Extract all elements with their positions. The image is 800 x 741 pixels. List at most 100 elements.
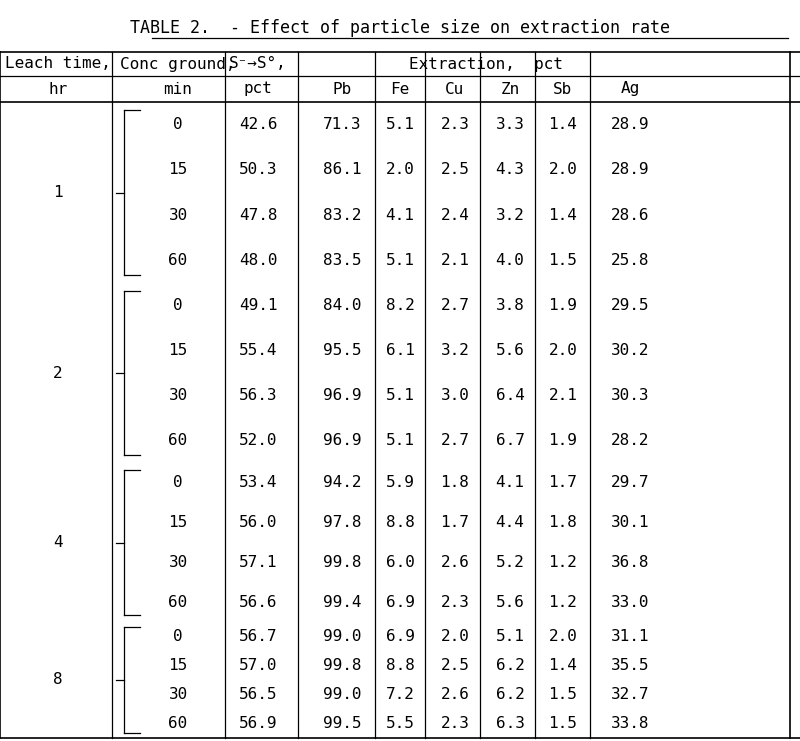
Text: 2.0: 2.0	[549, 629, 578, 644]
Text: 29.5: 29.5	[610, 298, 650, 313]
Text: 36.8: 36.8	[610, 555, 650, 570]
Text: 97.8: 97.8	[322, 515, 362, 530]
Text: 5.1: 5.1	[495, 629, 525, 644]
Text: 56.7: 56.7	[238, 629, 278, 644]
Text: 3.8: 3.8	[495, 298, 525, 313]
Text: 2.7: 2.7	[441, 433, 470, 448]
Text: 2: 2	[53, 365, 63, 380]
Text: 32.7: 32.7	[610, 687, 650, 702]
Text: 2.1: 2.1	[441, 253, 470, 268]
Text: 5.1: 5.1	[386, 253, 414, 268]
Text: 5.1: 5.1	[386, 388, 414, 403]
Text: 1.4: 1.4	[549, 117, 578, 132]
Text: 84.0: 84.0	[322, 298, 362, 313]
Text: 1.8: 1.8	[549, 515, 578, 530]
Text: 1.5: 1.5	[549, 716, 578, 731]
Text: 4.1: 4.1	[386, 207, 414, 222]
Text: 30: 30	[168, 555, 188, 570]
Text: 1.8: 1.8	[441, 476, 470, 491]
Text: 29.7: 29.7	[610, 476, 650, 491]
Text: Cu: Cu	[446, 82, 465, 96]
Text: 1.9: 1.9	[549, 298, 578, 313]
Text: 0: 0	[173, 298, 183, 313]
Text: 1.4: 1.4	[549, 658, 578, 673]
Text: 35.5: 35.5	[610, 658, 650, 673]
Text: 6.3: 6.3	[495, 716, 525, 731]
Text: 5.6: 5.6	[495, 594, 525, 610]
Text: 57.1: 57.1	[238, 555, 278, 570]
Text: Leach time,: Leach time,	[5, 56, 111, 71]
Text: 6.4: 6.4	[495, 388, 525, 403]
Text: 5.5: 5.5	[386, 716, 414, 731]
Text: 6.9: 6.9	[386, 594, 414, 610]
Text: 56.6: 56.6	[238, 594, 278, 610]
Text: 57.0: 57.0	[238, 658, 278, 673]
Text: 2.5: 2.5	[441, 162, 470, 177]
Text: pct: pct	[243, 82, 273, 96]
Text: 6.2: 6.2	[495, 687, 525, 702]
Text: 6.7: 6.7	[495, 433, 525, 448]
Text: 2.3: 2.3	[441, 117, 470, 132]
Text: 2.0: 2.0	[549, 343, 578, 358]
Text: 60: 60	[168, 253, 188, 268]
Text: 4.3: 4.3	[495, 162, 525, 177]
Text: 83.5: 83.5	[322, 253, 362, 268]
Text: 56.9: 56.9	[238, 716, 278, 731]
Text: 1.2: 1.2	[549, 555, 578, 570]
Text: 4: 4	[53, 535, 63, 550]
Text: 52.0: 52.0	[238, 433, 278, 448]
Text: 5.9: 5.9	[386, 476, 414, 491]
Text: 99.8: 99.8	[322, 658, 362, 673]
Text: 99.0: 99.0	[322, 687, 362, 702]
Text: 1.5: 1.5	[549, 253, 578, 268]
Text: 0: 0	[173, 629, 183, 644]
Text: 2.0: 2.0	[441, 629, 470, 644]
Text: 1: 1	[53, 185, 63, 200]
Text: Ag: Ag	[620, 82, 640, 96]
Text: 2.1: 2.1	[549, 388, 578, 403]
Text: Conc ground,: Conc ground,	[120, 56, 236, 71]
Text: 94.2: 94.2	[322, 476, 362, 491]
Text: 3.3: 3.3	[495, 117, 525, 132]
Text: 56.3: 56.3	[238, 388, 278, 403]
Text: 3.2: 3.2	[441, 343, 470, 358]
Text: 33.0: 33.0	[610, 594, 650, 610]
Text: 2.0: 2.0	[386, 162, 414, 177]
Text: 4.1: 4.1	[495, 476, 525, 491]
Text: min: min	[163, 82, 193, 96]
Text: hr: hr	[48, 82, 68, 96]
Text: 8.2: 8.2	[386, 298, 414, 313]
Text: 15: 15	[168, 343, 188, 358]
Text: 2.3: 2.3	[441, 594, 470, 610]
Text: 30: 30	[168, 687, 188, 702]
Text: 1.7: 1.7	[549, 476, 578, 491]
Text: 6.9: 6.9	[386, 629, 414, 644]
Text: 99.0: 99.0	[322, 629, 362, 644]
Text: 28.2: 28.2	[610, 433, 650, 448]
Text: 4.0: 4.0	[495, 253, 525, 268]
Text: Sb: Sb	[554, 82, 573, 96]
Text: S⁻→S°,: S⁻→S°,	[229, 56, 287, 71]
Text: Extraction,  pct: Extraction, pct	[409, 56, 563, 71]
Text: 8: 8	[53, 673, 63, 688]
Text: 30: 30	[168, 388, 188, 403]
Text: 2.4: 2.4	[441, 207, 470, 222]
Text: 2.5: 2.5	[441, 658, 470, 673]
Text: 3.0: 3.0	[441, 388, 470, 403]
Text: 25.8: 25.8	[610, 253, 650, 268]
Text: 99.8: 99.8	[322, 555, 362, 570]
Text: 7.2: 7.2	[386, 687, 414, 702]
Text: 60: 60	[168, 433, 188, 448]
Text: 28.9: 28.9	[610, 117, 650, 132]
Text: 49.1: 49.1	[238, 298, 278, 313]
Text: 8.8: 8.8	[386, 515, 414, 530]
Text: 71.3: 71.3	[322, 117, 362, 132]
Text: 5.2: 5.2	[495, 555, 525, 570]
Text: 1.4: 1.4	[549, 207, 578, 222]
Text: 0: 0	[173, 117, 183, 132]
Text: Pb: Pb	[332, 82, 352, 96]
Text: 6.2: 6.2	[495, 658, 525, 673]
Text: 60: 60	[168, 594, 188, 610]
Text: 47.8: 47.8	[238, 207, 278, 222]
Text: 1.5: 1.5	[549, 687, 578, 702]
